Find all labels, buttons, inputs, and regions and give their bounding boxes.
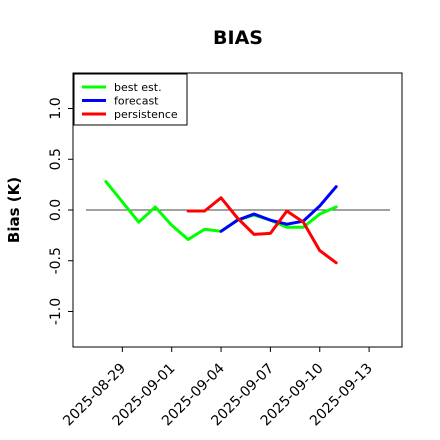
y-axis-label: Bias (K) xyxy=(5,177,23,243)
legend-label: persistence xyxy=(114,108,178,121)
x-axis: 2025-08-292025-09-012025-09-042025-09-07… xyxy=(60,347,376,429)
y-tick-label: -1.0 xyxy=(48,298,64,325)
series-layer xyxy=(104,180,338,265)
y-tick-label: 1.0 xyxy=(48,97,64,119)
y-tick-label: 0.0 xyxy=(48,199,64,221)
y-axis: -1.0 -0.5 0.0 0.5 1.0 xyxy=(48,97,73,325)
legend-label: forecast xyxy=(114,95,159,108)
y-tick-label: 0.5 xyxy=(48,148,64,170)
chart-title: BIAS xyxy=(213,27,263,49)
y-tick-label: -0.5 xyxy=(48,247,64,274)
legend-label: best est. xyxy=(114,81,162,94)
series-line-persistence xyxy=(186,196,338,265)
